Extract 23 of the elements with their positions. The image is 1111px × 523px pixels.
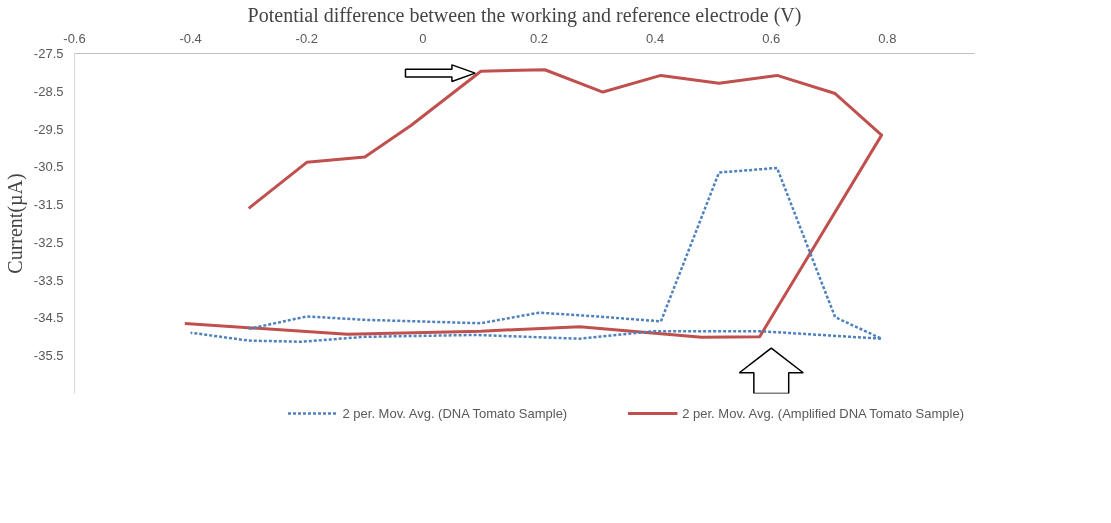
y-tick-label: -28.5 bbox=[33, 83, 64, 99]
y-axis-title: Current(µA) bbox=[3, 173, 27, 274]
line-series bbox=[189, 166, 883, 343]
x-tick-label: -0.2 bbox=[295, 30, 318, 46]
x-tick-label: 0.6 bbox=[762, 30, 781, 46]
x-tick-label: -0.4 bbox=[179, 30, 202, 46]
y-tick-label: -29.5 bbox=[33, 121, 64, 137]
x-tick-label: 0.2 bbox=[529, 30, 549, 46]
y-tick-label: -35.5 bbox=[33, 348, 64, 364]
x-tick-label: 0.4 bbox=[646, 30, 665, 46]
legend-label: 2 per. Mov. Avg. (DNA Tomato Sample) bbox=[342, 405, 568, 421]
y-tick-label: -27.5 bbox=[33, 46, 64, 61]
x-tick-label: 0 bbox=[419, 30, 427, 46]
x-tick-label: 0.8 bbox=[878, 30, 897, 46]
legend-label: 2 per. Mov. Avg. (Amplified DNA Tomato Sample) bbox=[682, 405, 964, 421]
x-axis-title: Potential difference between the working and reference electrode (V) bbox=[247, 3, 802, 27]
y-tick-label: -32.5 bbox=[33, 234, 64, 250]
line-series bbox=[183, 68, 884, 339]
y-tick-label: -31.5 bbox=[33, 197, 64, 213]
y-tick-label: -34.5 bbox=[33, 310, 64, 326]
x-tick-label: -0.6 bbox=[63, 30, 86, 46]
y-tick-label: -33.5 bbox=[33, 272, 64, 288]
y-tick-label: -30.5 bbox=[33, 159, 64, 175]
